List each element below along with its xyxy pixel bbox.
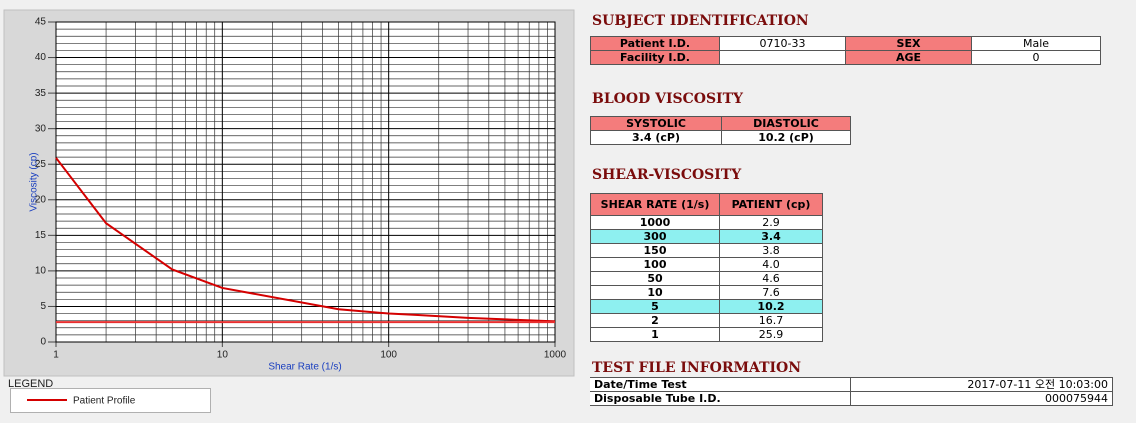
y-tick-label: 45 (35, 17, 47, 28)
section-title: SHEAR-VISCOSITY (592, 167, 742, 183)
viscosity-cell: 2.9 (719, 215, 823, 230)
shear-rate-cell: 10 (590, 285, 720, 300)
shear-rate-cell: 100 (590, 257, 720, 272)
header: SYSTOLIC (590, 116, 722, 131)
blood-table: SYSTOLIC DIASTOLIC 3.4 (cP) 10.2 (cP) (590, 116, 851, 145)
label: SEX (845, 36, 972, 51)
data-line (55, 157, 556, 323)
x-tick-label: 1000 (544, 350, 567, 361)
legend-items: Patient Profile (27, 396, 136, 407)
x-tick-label: 10 (217, 350, 229, 361)
value: Male (971, 36, 1101, 51)
label: Patient I.D. (590, 36, 720, 51)
legend: Patient Profile (10, 388, 211, 413)
y-tick-label: 35 (35, 88, 47, 99)
shear-row: 50 4.6 (590, 271, 823, 286)
value: 3.4 (cP) (590, 130, 722, 145)
shear-rate-cell: 1 (590, 327, 720, 342)
viscosity-cell: 10.2 (719, 299, 823, 314)
y-tick-label: 30 (35, 123, 47, 134)
y-tick-label: 25 (35, 159, 47, 170)
shear-row: 5 10.2 (590, 299, 823, 314)
value: 2017-07-11 오전 10:03:00 (850, 377, 1113, 392)
shear-rate-cell: 1000 (590, 215, 720, 230)
legend-title: LEGEND (8, 378, 53, 390)
subject-table: Patient I.D. 0710-33 SEX Male Facility I.D.… (590, 36, 1101, 65)
chart: Shear Rate (1/s) Viscosity (cp) LEGEND 0… (3, 9, 575, 390)
viscosity-cell: 4.6 (719, 271, 823, 286)
section-title: BLOOD VISCOSITY (592, 91, 744, 107)
shear-rate-cell: 5 (590, 299, 720, 314)
legend-label: Patient Profile (73, 396, 136, 407)
shear-row: 100 4.0 (590, 257, 823, 272)
label: Date/Time Test (590, 377, 851, 392)
shear-rate-cell: 2 (590, 313, 720, 328)
y-tick-label: 20 (35, 194, 47, 205)
value: 0710-33 (719, 36, 846, 51)
x-axis-label: Shear Rate (1/s) (268, 362, 341, 373)
shear-rate-cell: 50 (590, 271, 720, 286)
y-axis-label: Viscosity (cp) (29, 152, 40, 211)
label: Disposable Tube I.D. (590, 391, 851, 406)
shear-row: 150 3.8 (590, 243, 823, 258)
plot-border (55, 21, 556, 343)
label: AGE (845, 50, 972, 65)
viscosity-cell: 3.8 (719, 243, 823, 258)
shear-row: 1 25.9 (590, 327, 823, 342)
x-tick-label: 1 (53, 350, 59, 361)
y-tick-label: 40 (35, 52, 47, 63)
section-title: SUBJECT IDENTIFICATION (592, 13, 809, 29)
section-title: TEST FILE INFORMATION (592, 360, 802, 376)
y-tick-label: 10 (35, 266, 47, 277)
viscosity-cell: 3.4 (719, 229, 823, 244)
shear-table: SHEAR RATE (1/s) PATIENT (cp) 1000 2.9 300 3… (590, 193, 823, 342)
testfile-table: Date/Time Test 2017-07-11 오전 10:03:00 Dis… (590, 377, 1113, 406)
header: DIASTOLIC (721, 116, 851, 131)
shear-row: 300 3.4 (590, 229, 823, 244)
header: PATIENT (cp) (719, 193, 823, 216)
x-tick-label: 100 (380, 350, 397, 361)
y-tick-label: 5 (40, 301, 46, 312)
viscosity-cell: 25.9 (719, 327, 823, 342)
y-tick-label: 0 (40, 337, 46, 348)
viscosity-cell: 4.0 (719, 257, 823, 272)
shear-row: 1000 2.9 (590, 215, 823, 230)
shear-row: 10 7.6 (590, 285, 823, 300)
label: Facility I.D. (590, 50, 720, 65)
value (719, 50, 846, 65)
plot-area (56, 22, 555, 342)
header: SHEAR RATE (1/s) (590, 193, 720, 216)
viscosity-cell: 7.6 (719, 285, 823, 300)
shear-rate-cell: 150 (590, 243, 720, 258)
shear-row: 2 16.7 (590, 313, 823, 328)
value: 0 (971, 50, 1101, 65)
viscosity-cell: 16.7 (719, 313, 823, 328)
value: 000075944 (850, 391, 1113, 406)
shear-rate-cell: 300 (590, 229, 720, 244)
value: 10.2 (cP) (721, 130, 851, 145)
y-tick-label: 15 (35, 230, 47, 241)
